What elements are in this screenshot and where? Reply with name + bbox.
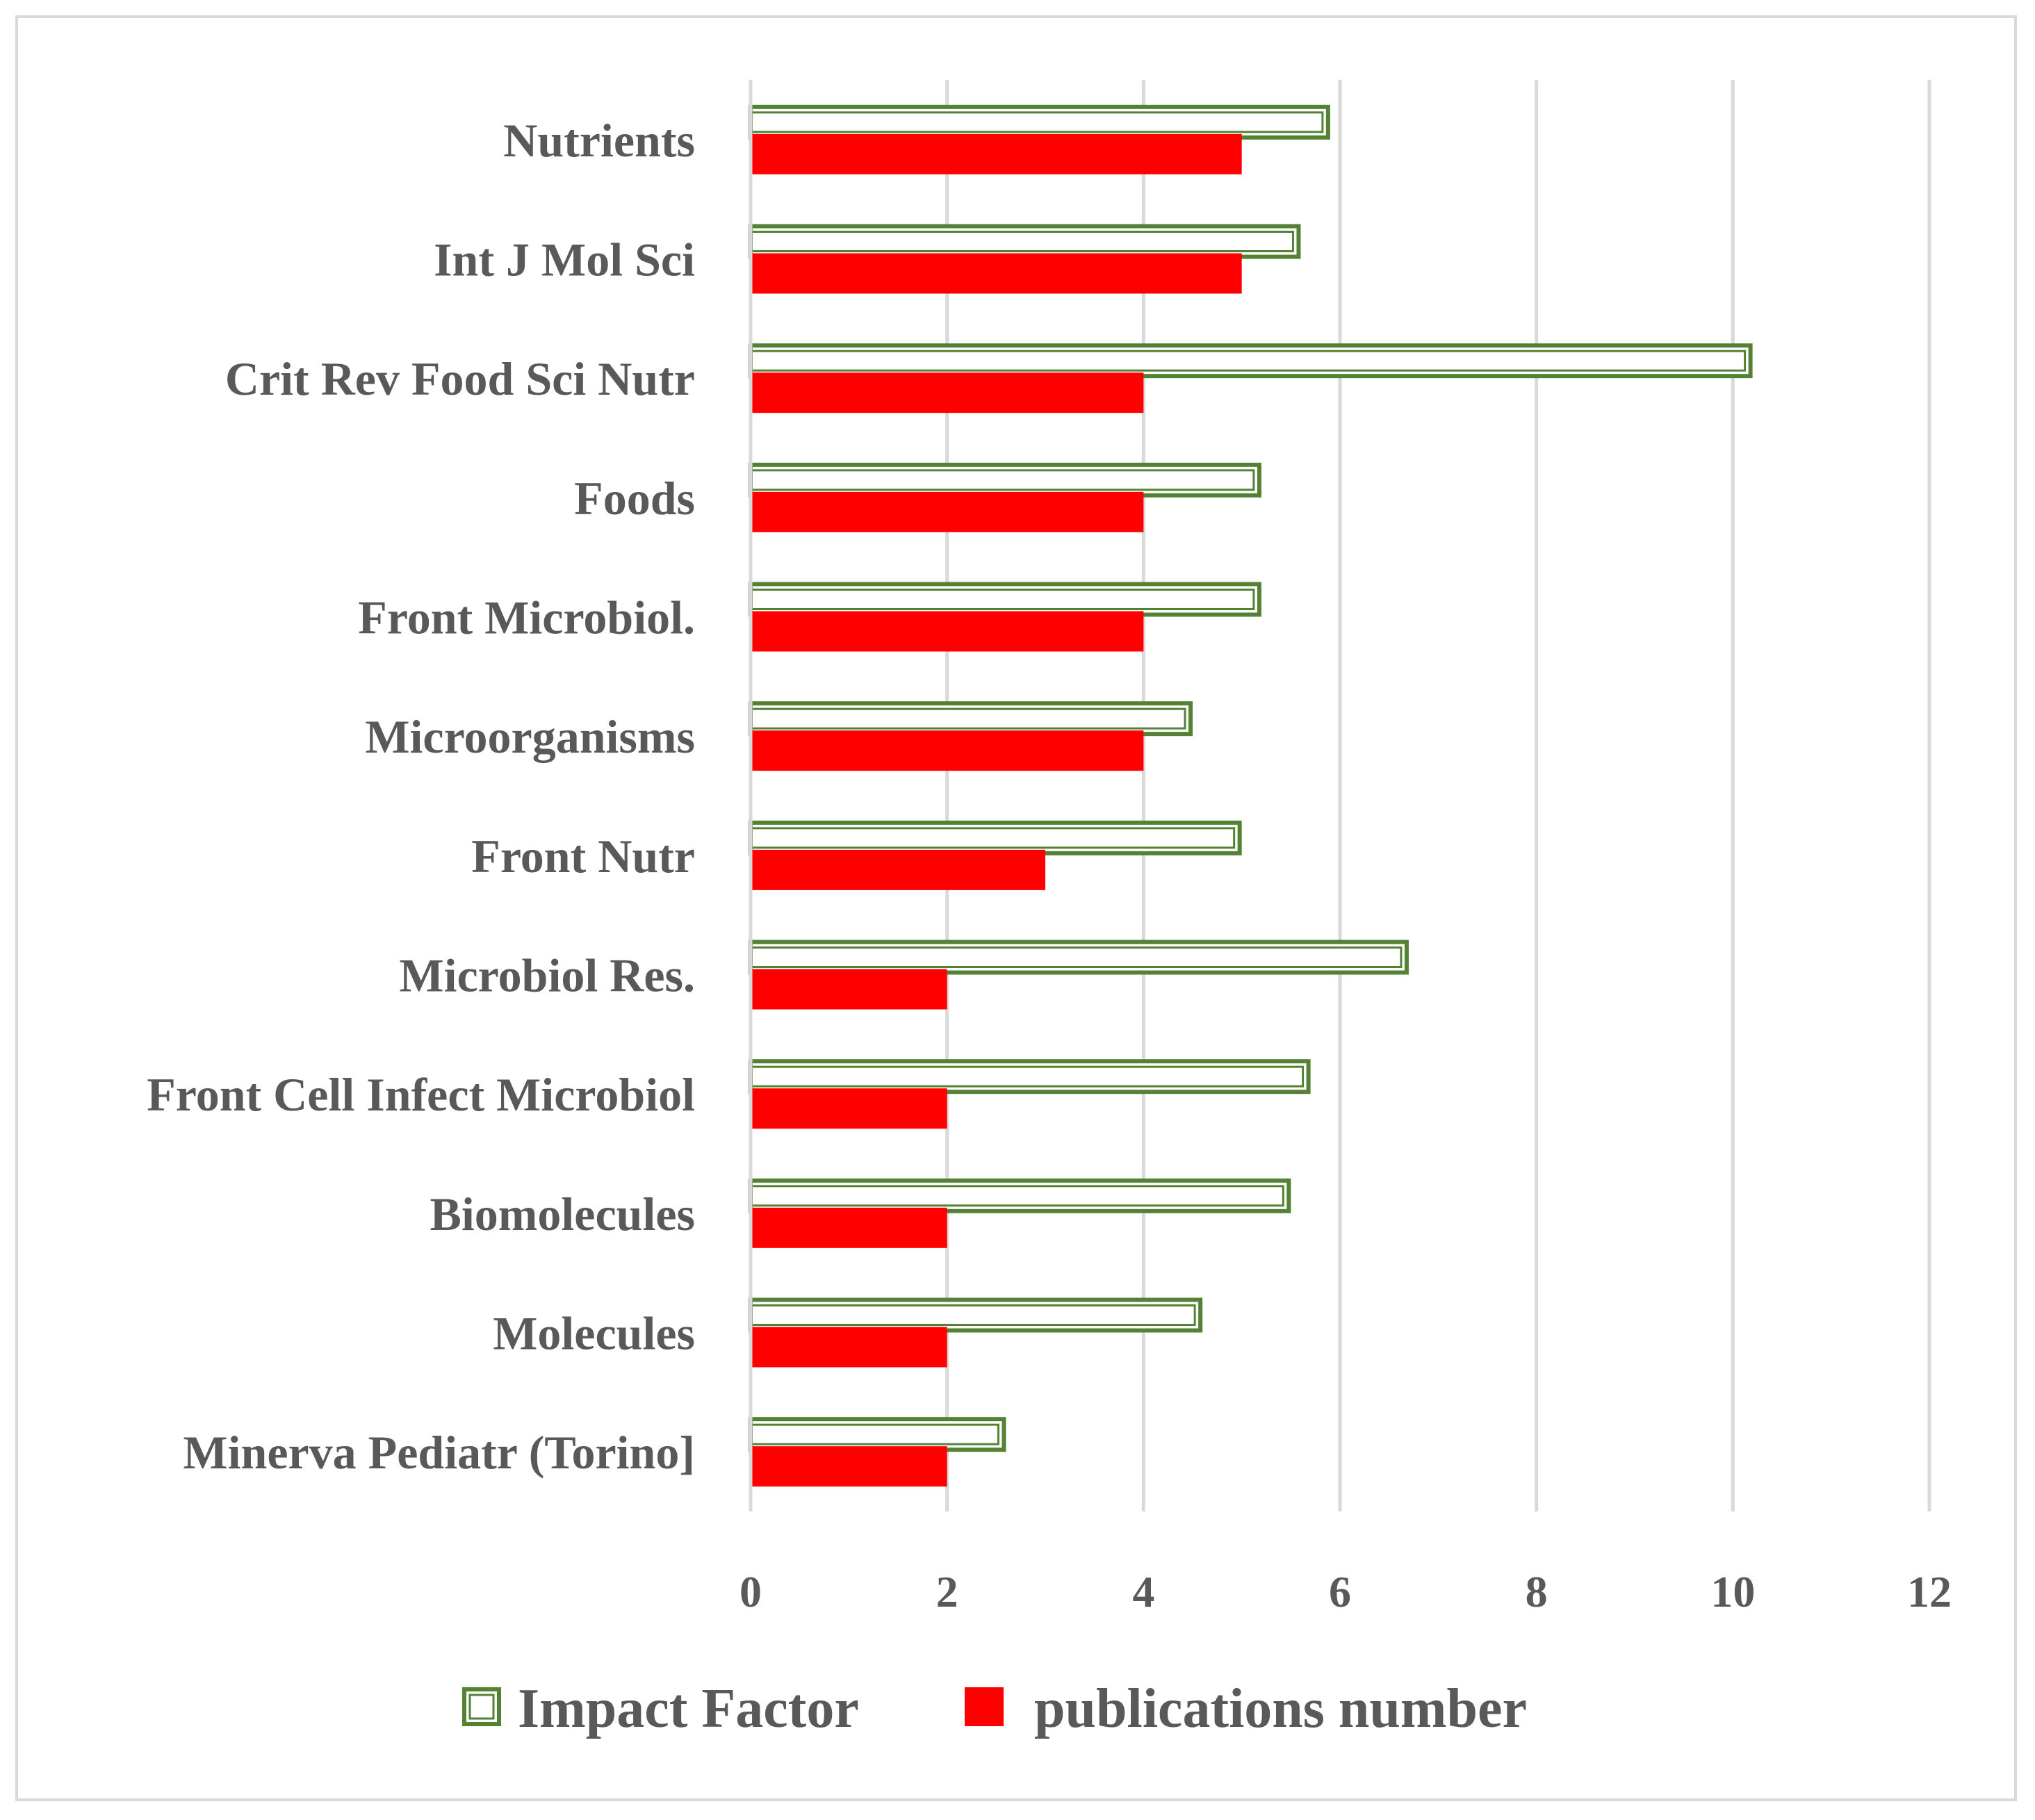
- impact-factor-bar: [749, 462, 1261, 498]
- x-tick-label-4: 4: [1132, 1567, 1154, 1616]
- category-label: Front Microbiol.: [358, 591, 695, 644]
- category-label: Crit Rev Food Sci Nutr: [225, 352, 695, 405]
- x-tick-label-2: 2: [936, 1567, 958, 1616]
- category-label: Minerva Pediatr (Torino]: [183, 1426, 695, 1479]
- category-label: Front Nutr: [471, 830, 695, 883]
- category-label: Int J Mol Sci: [434, 233, 695, 286]
- category-label: Biomolecules: [430, 1188, 695, 1240]
- legend-publications-number-swatch: [965, 1687, 1004, 1726]
- publications-number-bar: [751, 253, 1242, 294]
- impact-factor-bar: [749, 224, 1301, 259]
- publications-number-bar: [751, 133, 1242, 174]
- publications-number-bar: [751, 1327, 947, 1368]
- impact-factor-bar: [749, 582, 1261, 617]
- category-label: Molecules: [493, 1307, 695, 1360]
- legend-publications-number: publications number: [965, 1678, 1527, 1739]
- publications-number-bar: [751, 849, 1045, 890]
- chart-frame: [15, 15, 2017, 1801]
- category-label: Front Cell Infect Microbiol: [147, 1068, 695, 1121]
- impact-factor-bar: [749, 1178, 1291, 1213]
- impact-factor-bar: [749, 701, 1193, 737]
- x-tick-label-12: 12: [1907, 1567, 1952, 1616]
- legend-publications-number-label: publications number: [1034, 1678, 1527, 1739]
- legend-impact-factor: Impact Factor: [462, 1678, 859, 1739]
- legend-impact-factor-swatch-inner: [468, 1694, 495, 1720]
- category-label: Microorganisms: [365, 710, 695, 763]
- publications-number-bar: [751, 969, 947, 1010]
- impact-factor-bar: [749, 820, 1242, 855]
- bars: [749, 104, 1753, 1487]
- publications-number-bar: [751, 372, 1144, 413]
- publications-number-bar: [751, 611, 1144, 652]
- category-label: Microbiol Res.: [399, 949, 695, 1002]
- x-tick-label-6: 6: [1329, 1567, 1351, 1616]
- impact-factor-bar: [749, 1297, 1203, 1333]
- legend-impact-factor-label: Impact Factor: [518, 1678, 859, 1739]
- x-tick-label-8: 8: [1526, 1567, 1548, 1616]
- gridlines: [945, 80, 1931, 1511]
- publications-number-bar: [751, 1088, 947, 1129]
- publications-number-bar: [751, 1446, 947, 1487]
- impact-factor-bar: [749, 104, 1330, 140]
- impact-factor-bar: [749, 1417, 1006, 1452]
- x-tick-labels: 0 2 4 6 8 10 12: [739, 1567, 1952, 1616]
- impact-factor-bar: [749, 1059, 1311, 1095]
- x-tick-label-0: 0: [739, 1567, 762, 1616]
- category-label: Nutrients: [503, 114, 695, 167]
- category-label: Foods: [574, 472, 695, 525]
- impact-factor-bar: [749, 940, 1409, 975]
- x-tick-label-10: 10: [1710, 1567, 1755, 1616]
- publications-number-bar: [751, 1207, 947, 1248]
- category-labels: Nutrients Int J Mol Sci Crit Rev Food Sci …: [147, 114, 695, 1479]
- legend: Impact Factor publications number: [462, 1678, 1527, 1739]
- impact-factor-bar: [749, 343, 1753, 379]
- publications-number-bar: [751, 491, 1144, 532]
- publications-number-bar: [751, 730, 1144, 771]
